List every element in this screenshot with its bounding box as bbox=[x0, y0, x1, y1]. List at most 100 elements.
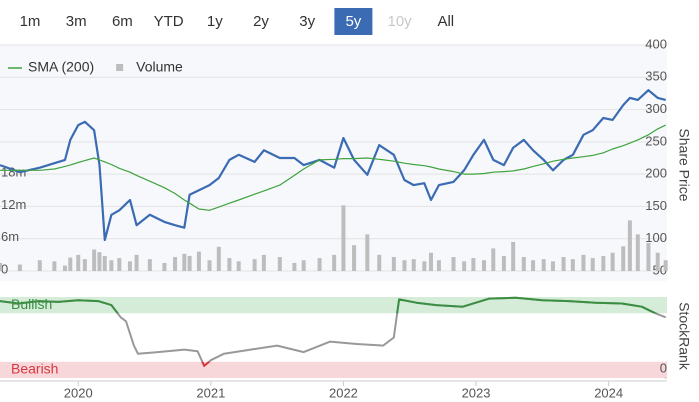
volume-bar bbox=[428, 252, 433, 271]
range-button[interactable]: 1m bbox=[20, 13, 41, 30]
volume-bar bbox=[182, 253, 187, 271]
volume-bar bbox=[292, 262, 297, 271]
range-button[interactable]: 2y bbox=[253, 13, 269, 30]
volume-bar bbox=[491, 248, 496, 271]
volume-bar bbox=[621, 246, 626, 271]
range-button-label: 6m bbox=[112, 13, 133, 30]
y2-tick-label: 0 bbox=[1, 261, 8, 276]
volume-bar bbox=[352, 245, 357, 271]
volume-bar bbox=[663, 260, 668, 271]
range-button[interactable]: YTD bbox=[154, 13, 184, 30]
band bbox=[0, 361, 667, 378]
rank-line-zone bbox=[0, 296, 658, 314]
volume-bar bbox=[635, 234, 640, 271]
volume-bar bbox=[646, 243, 651, 271]
volume-bar bbox=[365, 234, 370, 271]
range-button-label: 3m bbox=[66, 13, 87, 30]
range-button: 10y bbox=[388, 13, 413, 30]
volume-bar bbox=[531, 260, 536, 271]
volume-bar bbox=[655, 252, 660, 271]
range-button[interactable]: 1y bbox=[207, 13, 223, 30]
range-button-label: All bbox=[437, 13, 454, 30]
band-label: Bearish bbox=[11, 361, 58, 377]
volume-bar bbox=[377, 254, 382, 271]
volume-bar bbox=[147, 259, 152, 271]
volume-bar bbox=[332, 254, 337, 271]
band bbox=[0, 297, 667, 314]
volume-bar bbox=[92, 249, 97, 271]
volume-bar bbox=[422, 261, 427, 271]
y-tick-label: 350 bbox=[645, 69, 667, 84]
volume-bar bbox=[134, 254, 139, 271]
volume-bar bbox=[277, 257, 282, 271]
volume-bar bbox=[0, 262, 2, 271]
x-tick-label: 2021 bbox=[196, 385, 225, 400]
legend-label: SMA (200) bbox=[28, 59, 94, 75]
y-tick-label: 200 bbox=[645, 166, 667, 181]
volume-bar bbox=[521, 257, 526, 271]
volume-bar bbox=[391, 257, 396, 271]
volume-bar bbox=[570, 259, 575, 271]
range-button-label: 1y bbox=[207, 13, 223, 30]
volume-bar bbox=[17, 264, 22, 271]
volume-bar bbox=[252, 259, 257, 271]
range-button[interactable]: 3m bbox=[66, 13, 87, 30]
volume-bar bbox=[436, 260, 441, 271]
y-axis-title: Share Price bbox=[676, 128, 692, 201]
volume-bar bbox=[102, 255, 107, 271]
volume-bar bbox=[236, 261, 241, 271]
volume-bar bbox=[97, 252, 102, 271]
legend-swatch bbox=[116, 64, 124, 71]
volume-bar bbox=[187, 255, 192, 271]
y2-tick-label: 12m bbox=[1, 197, 26, 212]
y-tick-label: 400 bbox=[645, 36, 667, 51]
volume-bar bbox=[541, 259, 546, 271]
range-button[interactable]: 6m bbox=[112, 13, 133, 30]
volume-bar bbox=[82, 259, 87, 271]
volume-bar bbox=[162, 262, 167, 271]
volume-bar bbox=[451, 257, 456, 271]
x-tick-label: 2022 bbox=[329, 385, 358, 400]
legend-item[interactable]: SMA (200) bbox=[8, 59, 94, 75]
volume-bar bbox=[76, 254, 81, 271]
rank-axis-title: StockRank bbox=[676, 302, 692, 371]
band-label: Bullish bbox=[11, 296, 52, 312]
volume-bar bbox=[627, 220, 632, 271]
range-button-bg bbox=[334, 8, 373, 35]
volume-bar bbox=[62, 265, 67, 271]
volume-bar bbox=[207, 260, 212, 271]
volume-bar bbox=[173, 257, 178, 271]
volume-bar bbox=[216, 246, 221, 271]
series-line bbox=[0, 89, 666, 242]
y-tick-label: 100 bbox=[645, 230, 667, 245]
range-button[interactable]: 3y bbox=[299, 13, 315, 30]
y2-tick-label: 6m bbox=[1, 229, 19, 244]
rank-tick-label: 0 bbox=[660, 360, 667, 375]
x-tick-label: 2024 bbox=[594, 385, 623, 400]
volume-bar bbox=[127, 261, 132, 271]
range-button-label: 2y bbox=[253, 13, 269, 30]
range-button-label: YTD bbox=[154, 13, 184, 30]
volume-bar bbox=[462, 261, 467, 271]
volume-bar bbox=[601, 255, 606, 271]
volume-bar bbox=[109, 260, 114, 271]
y-tick-label: 150 bbox=[645, 198, 667, 213]
volume-bar bbox=[501, 255, 506, 271]
legend-label: Volume bbox=[136, 59, 183, 75]
volume-bar bbox=[550, 261, 555, 271]
range-button[interactable]: All bbox=[437, 13, 454, 30]
volume-bar bbox=[341, 205, 346, 271]
range-button-label: 1m bbox=[20, 13, 41, 30]
y-tick-label: 250 bbox=[645, 133, 667, 148]
volume-bar bbox=[37, 260, 42, 271]
volume-bar bbox=[52, 261, 57, 271]
range-button[interactable]: 5y bbox=[334, 8, 373, 35]
volume-bar bbox=[317, 258, 322, 271]
y-tick-label: 300 bbox=[645, 101, 667, 116]
legend-item[interactable]: Volume bbox=[116, 59, 183, 75]
volume-bar bbox=[610, 252, 615, 271]
volume-bar bbox=[261, 254, 266, 271]
volume-bar bbox=[196, 251, 201, 271]
volume-bar bbox=[511, 241, 516, 271]
